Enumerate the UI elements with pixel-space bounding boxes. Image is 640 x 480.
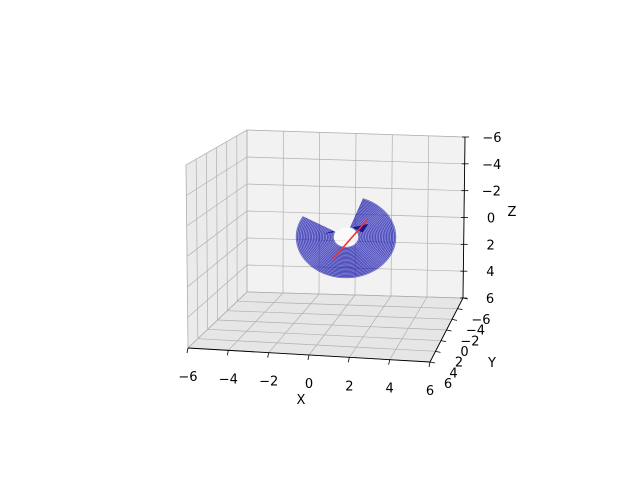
grid-lines xyxy=(185,129,466,363)
y-tick-label: 6 xyxy=(444,377,452,392)
y-axis-label: Y xyxy=(487,356,496,371)
x-tick-label: 6 xyxy=(426,384,434,399)
z-tick-label: 4 xyxy=(486,265,494,280)
z-tick-label: −6 xyxy=(482,131,501,146)
gridline-back-z xyxy=(246,291,464,299)
y-tick-label: −6 xyxy=(471,313,490,328)
x-tick-label: −2 xyxy=(259,375,278,390)
x-tick-label: −6 xyxy=(178,370,197,385)
x-tick-label: 2 xyxy=(345,379,353,394)
x-tick-mark xyxy=(226,350,229,356)
z-tick-label: −2 xyxy=(482,185,501,200)
red-axis-segment xyxy=(332,218,369,260)
x-tick-mark xyxy=(347,357,350,363)
x-tick-label: 4 xyxy=(386,382,394,397)
y-tick-label: 2 xyxy=(455,356,463,371)
x-tick-mark xyxy=(186,347,189,354)
y-tick-mark xyxy=(457,308,463,311)
surface-strip xyxy=(295,198,397,279)
x-tick-label: −4 xyxy=(219,372,238,387)
y-tick-mark xyxy=(446,329,452,332)
y-tick-label: 4 xyxy=(449,366,457,381)
y-tick-mark xyxy=(435,350,441,353)
y-tick-label: −4 xyxy=(466,324,485,339)
x-tick-label: 0 xyxy=(305,377,313,392)
x-axis-label: X xyxy=(297,393,306,408)
x-tick-mark xyxy=(388,359,391,365)
surface-inner-shade xyxy=(323,230,334,234)
x-tick-mark xyxy=(428,361,431,368)
z-tick-label: 0 xyxy=(487,212,495,227)
z-axis-label: Z xyxy=(508,205,517,220)
gridline-side-z xyxy=(187,291,248,349)
z-tick-label: 6 xyxy=(486,292,494,307)
y-tick-label: −2 xyxy=(460,334,479,349)
gridline-side-z xyxy=(187,264,248,318)
x-tick-mark xyxy=(267,352,270,358)
surface-hole xyxy=(334,227,358,247)
y-tick-mark xyxy=(451,318,458,321)
x-tick-mark xyxy=(307,354,310,361)
y-tick-mark xyxy=(429,361,436,364)
z-tick-label: −4 xyxy=(482,158,501,173)
gridline-floor-y xyxy=(237,300,458,310)
y-tick-mark xyxy=(440,340,447,343)
z-tick-label: 2 xyxy=(487,238,495,253)
y-tick-label: 0 xyxy=(460,345,468,360)
